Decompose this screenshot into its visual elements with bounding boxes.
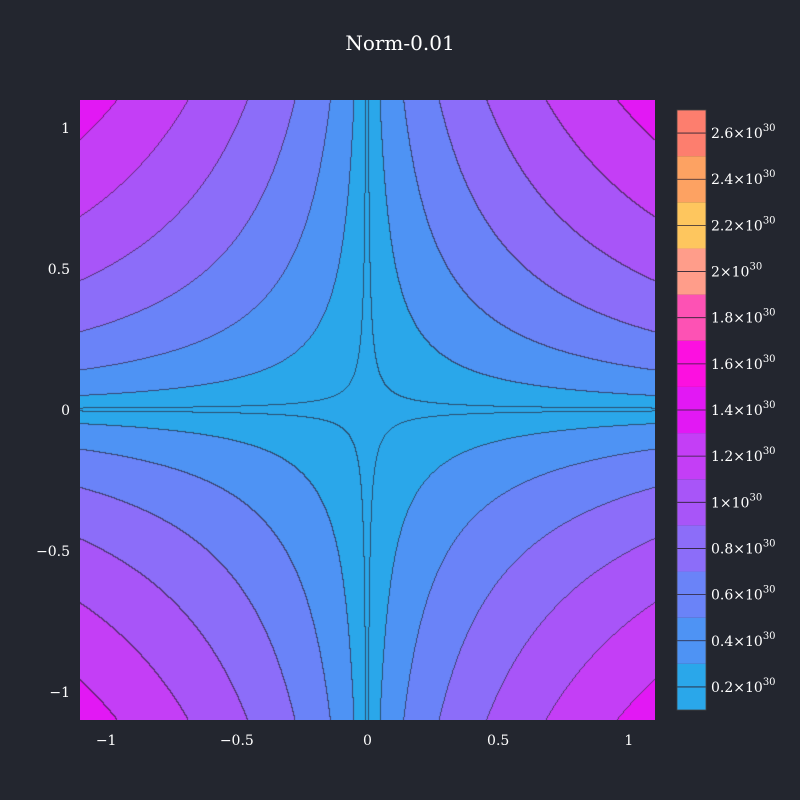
chart-title: Norm-0.01 xyxy=(345,31,454,55)
colorbar-tick-label: 1.6×1030 xyxy=(711,354,776,373)
y-tick-label: −0.5 xyxy=(36,544,70,560)
x-axis: −1 −0.5 0 0.5 1 xyxy=(96,733,634,749)
colorbar-tick-label: 0.6×1030 xyxy=(711,585,776,604)
y-tick-label: 1 xyxy=(61,121,70,137)
colorbar-frame xyxy=(676,109,707,711)
colorbar-tick-label: 0.2×1030 xyxy=(711,677,776,696)
colorbar: 0.2×1030 0.4×1030 0.6×1030 0.8×1030 1×1030 1.… xyxy=(676,109,776,711)
y-axis: −1 −0.5 0 0.5 1 xyxy=(36,121,70,701)
y-tick-label: 0.5 xyxy=(48,262,70,278)
colorbar-tick-label: 2.6×1030 xyxy=(711,123,776,142)
colorbar-tick-label: 0.4×1030 xyxy=(711,631,776,650)
x-tick-label: 1 xyxy=(624,733,633,749)
x-tick-label: −0.5 xyxy=(220,733,254,749)
contour-fill xyxy=(80,100,655,720)
plot-area xyxy=(80,100,655,720)
colorbar-tick-label: 2×1030 xyxy=(711,262,762,281)
x-tick-label: 0.5 xyxy=(487,733,509,749)
colorbar-tick-label: 2.2×1030 xyxy=(711,215,776,234)
colorbar-tick-label: 1×1030 xyxy=(711,492,762,511)
y-tick-label: 0 xyxy=(61,403,70,419)
y-tick-label: −1 xyxy=(49,685,70,701)
x-tick-label: 0 xyxy=(363,733,372,749)
colorbar-tick-label: 1.2×1030 xyxy=(711,446,776,465)
colorbar-tick-label: 0.8×1030 xyxy=(711,538,776,557)
colorbar-tick-label: 1.4×1030 xyxy=(711,400,776,419)
colorbar-tick-label: 1.8×1030 xyxy=(711,308,776,327)
x-tick-label: −1 xyxy=(96,733,117,749)
colorbar-tick-label: 2.4×1030 xyxy=(711,169,776,188)
